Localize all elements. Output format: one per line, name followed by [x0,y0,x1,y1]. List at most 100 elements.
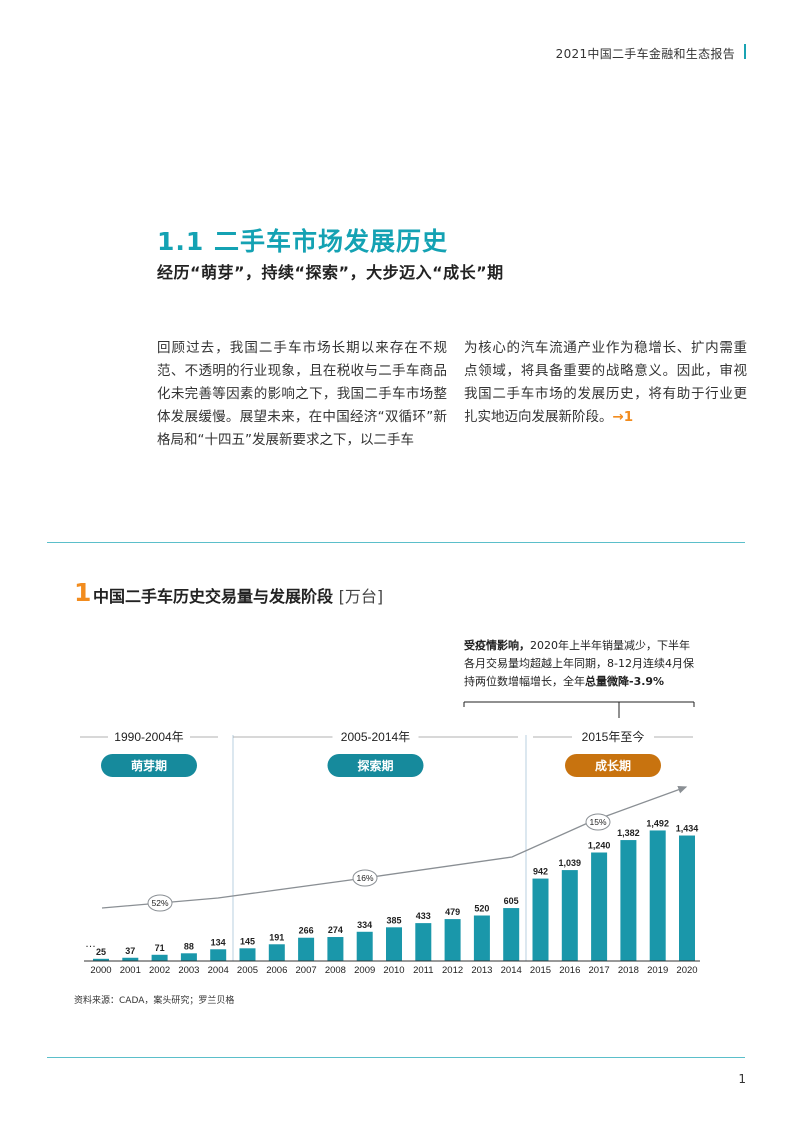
report-title: 2021中国二手车金融和生态报告 [555,47,735,61]
bar-value-label: 520 [474,904,489,914]
x-tick-label: 2013 [471,965,492,976]
bar [444,919,461,961]
bar [327,937,344,961]
phase-name: 萌芽期 [131,758,167,773]
x-tick-label: 2010 [383,965,404,976]
phase-name: 探索期 [357,758,393,773]
leading-ellipsis: … [85,938,96,950]
bar [620,840,637,961]
bar-value-label: 1,434 [676,824,699,834]
bar [415,923,432,961]
x-axis: 2000 2001 2002 2003 2004 2005 2006 2007 2008 2009… [84,938,700,976]
section-title: 1.1 二手车市场发展历史 [157,227,448,256]
growth-badge [585,813,611,831]
bar [386,927,402,961]
trend-arrow-layer: 52% 16% 15% [101,786,688,912]
divider-bottom [47,1057,745,1058]
x-tick-label: 2015 [530,965,551,976]
x-tick-label: 2008 [325,965,346,976]
bar [591,852,608,961]
figure-reference-link[interactable]: →1 [612,409,634,425]
growth-rate: 15% [589,817,606,827]
x-tick-label: 2000 [90,965,111,976]
x-tick-label: 2001 [120,965,141,976]
body-paragraph-right: 为核心的汽车流通产业作为稳增长、扩内需重点领域，将具备重要的战略意义。因此，审视… [464,340,747,425]
phase-name: 成长期 [595,758,631,773]
bar [679,835,695,961]
chart-title-text: 中国二手车历史交易量与发展阶段 [93,587,334,606]
header-accent-bar [744,44,746,59]
bar [268,944,285,961]
growth-badge [147,894,173,912]
x-tick-label: 2002 [149,965,170,976]
note-tail: 总量微降-3.9% [585,675,665,688]
bar-value-label: 1,240 [588,841,611,851]
x-tick-label: 2017 [589,965,610,976]
chart-number: 1 [74,578,92,607]
x-tick-label: 2019 [647,965,668,976]
bar-value-label: 274 [328,925,343,935]
bar-value-label: 334 [357,920,372,930]
bar-value-label: 1,492 [646,818,669,828]
bar-value-label: 479 [445,907,460,917]
covid-note: 受疫情影响，2020年上半年销量减少，下半年各月交易量均超越上年同期，8-12月… [464,637,696,691]
bar-value-label: 942 [533,867,548,877]
x-tick-label: 2006 [266,965,287,976]
body-text-left: 回顾过去，我国二手车市场长期以来存在不规范、不透明的行业现象，且在税收与二手车商… [157,337,447,452]
bar [561,870,578,961]
phase-pill [101,754,197,777]
section-subtitle: 经历“萌芽”，持续“探索”，大步迈入“成长”期 [157,263,504,282]
body-text-right: 为核心的汽车流通产业作为稳增长、扩内需重点领域，将具备重要的战略意义。因此，审视… [464,337,747,429]
bar-value-label: 134 [211,937,226,947]
growth-badge [352,869,378,887]
bar-value-label: 1,382 [617,828,640,838]
chart-unit: [万台] [338,587,384,606]
x-tick-label: 2012 [442,965,463,976]
phase-period: 2005-2014年 [341,730,410,744]
bar-layer: 25 37 71 88 134 145 191 266 274 334 385 433 479 520 60… [93,818,698,961]
body-paragraph-left: 回顾过去，我国二手车市场长期以来存在不规范、不透明的行业现象，且在税收与二手车商… [157,340,447,448]
source-note: 资料来源：CADA，案头研究；罗兰贝格 [74,996,235,1006]
phase-period: 1990-2004年 [114,730,183,744]
phase-pill [327,754,424,777]
bar [649,830,666,961]
bar [298,937,315,961]
x-tick-label: 2018 [618,965,639,976]
x-tick-label: 2003 [178,965,199,976]
bar [180,953,197,961]
bar [473,915,490,961]
bar-value-label: 37 [125,946,135,956]
bar-value-label: 1,039 [559,858,582,868]
bar [93,958,109,961]
bar [503,908,520,961]
bar-value-label: 71 [155,943,165,953]
x-tick-label: 2004 [208,965,229,976]
x-tick-label: 2007 [296,965,317,976]
bar-value-label: 385 [386,915,401,925]
note-text: 2020年上半年销量减少，下半年各月交易量均超越上年同期，8-12月连续4月保持… [464,639,694,688]
page-number: 1 [738,1072,746,1086]
chart-title: 中国二手车历史交易量与发展阶段 [万台] [93,583,383,607]
x-tick-label: 2016 [559,965,580,976]
phase-period: 2015年至今 [582,729,645,744]
growth-rate: 16% [356,873,373,883]
growth-rate: 52% [151,898,168,908]
bar [151,954,168,961]
bar-value-label: 191 [269,932,284,942]
phase-pill [565,754,661,777]
divider-top [47,542,745,543]
bar-value-label: 266 [299,926,314,936]
bar [210,949,227,961]
x-tick-label: 2005 [237,965,258,976]
bar-value-label: 605 [504,896,519,906]
x-tick-label: 2009 [354,965,375,976]
x-tick-label: 2011 [413,965,433,976]
bar-value-label: 88 [184,941,194,951]
bar [356,931,373,961]
note-lead: 受疫情影响， [464,639,530,652]
bar [532,878,549,961]
bar [239,948,256,961]
x-tick-label: 2020 [676,965,697,976]
